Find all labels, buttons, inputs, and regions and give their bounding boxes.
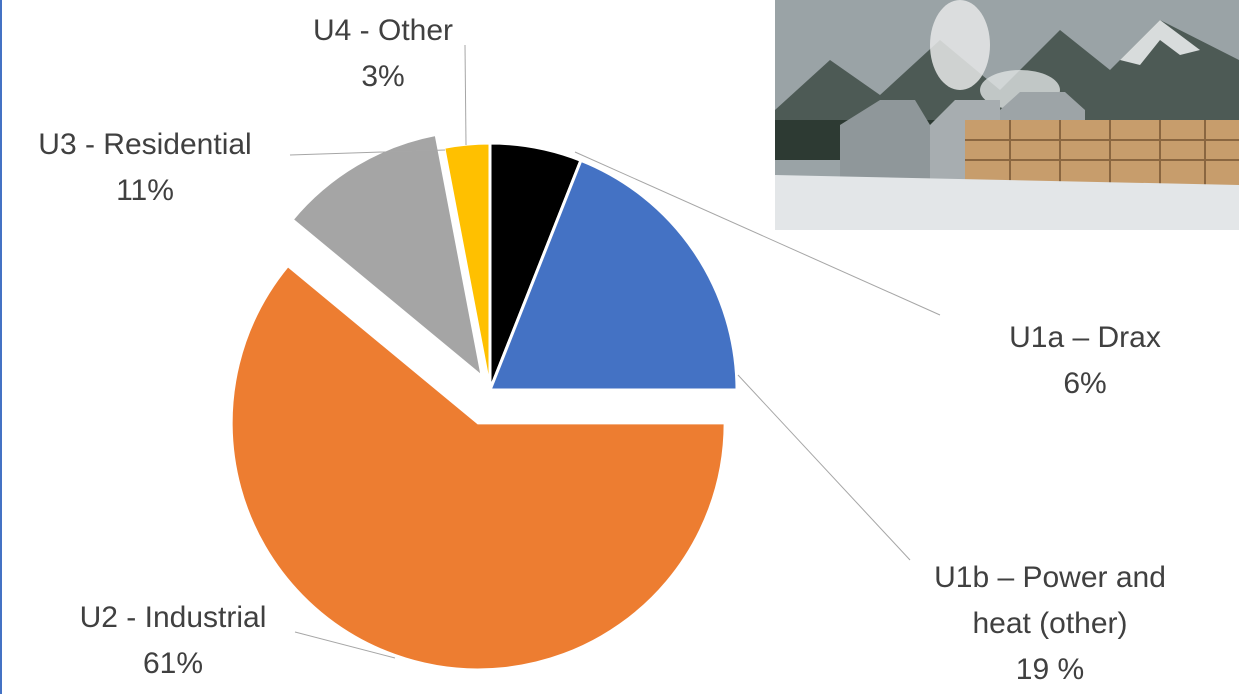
data-label: U1b – Power and heat (other) 19 % [919, 555, 1181, 693]
data-label: U4 - Other 3% [253, 8, 513, 100]
category-name: U4 - Other [312, 14, 454, 47]
value-label: 19 % [1015, 653, 1085, 686]
pie-slice [289, 132, 485, 381]
photo [775, 0, 1239, 230]
value-label: 61% [142, 647, 204, 680]
data-label: U1a – Drax 6% [985, 315, 1185, 407]
leader-line [464, 44, 467, 146]
data-label: U2 - Industrial 61% [43, 595, 303, 687]
data-label: U3 - Residential 11% [0, 122, 295, 214]
value-label: 3% [361, 60, 405, 93]
pie-slice [441, 141, 492, 391]
leader-line [574, 151, 941, 316]
leader-line [737, 374, 911, 561]
category-name: U3 - Residential [38, 128, 252, 161]
value-label: 11% [116, 174, 174, 207]
pie-slice [487, 158, 739, 392]
left-border [0, 0, 2, 694]
leader-line [294, 631, 396, 659]
value-label: 6% [1063, 367, 1107, 400]
leader-line [289, 149, 446, 156]
pie-slice [229, 263, 727, 672]
category-name: U1b – Power and heat (other) [934, 561, 1166, 640]
category-name: U2 - Industrial [79, 601, 267, 634]
category-name: U1a – Drax [1009, 321, 1161, 354]
